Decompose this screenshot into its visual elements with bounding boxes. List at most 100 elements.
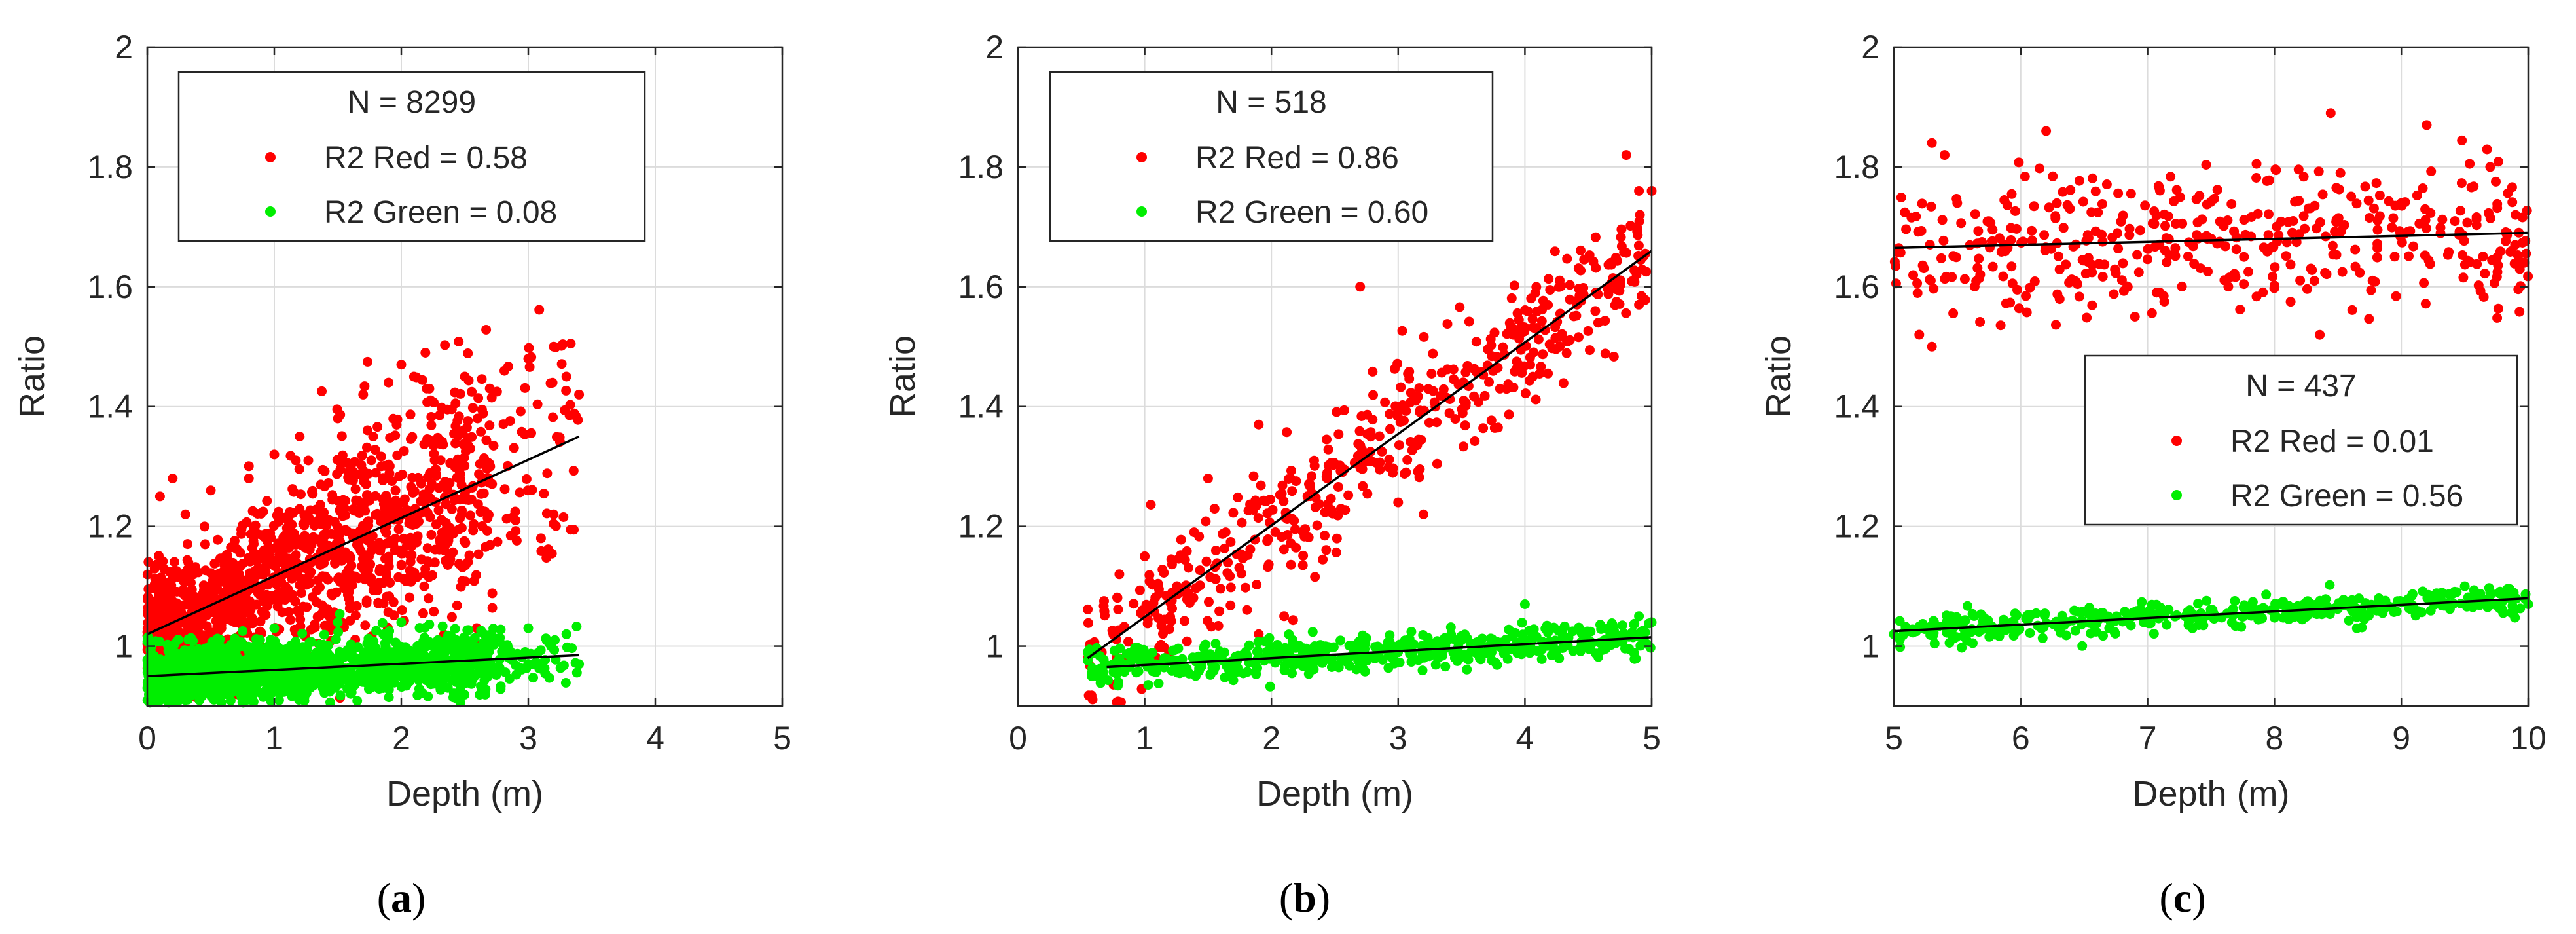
data-point (517, 664, 527, 675)
data-point (331, 587, 342, 597)
data-point (1297, 560, 1308, 570)
data-point (1445, 622, 1456, 633)
data-point (1134, 585, 1145, 595)
data-point (1559, 621, 1570, 631)
data-point (1236, 569, 1246, 579)
data-point (429, 455, 440, 466)
data-point (2288, 216, 2298, 226)
data-point (2170, 251, 2181, 261)
data-point (1925, 274, 1935, 285)
data-point (2357, 622, 2367, 633)
data-point (154, 679, 164, 689)
data-point (213, 534, 223, 545)
data-point (319, 531, 330, 541)
data-point (2010, 206, 2020, 216)
data-point (1927, 341, 1937, 352)
data-point (1241, 582, 1250, 593)
data-point (2334, 184, 2344, 195)
data-point (1277, 480, 1288, 491)
data-point (534, 663, 545, 673)
data-point (1113, 677, 1123, 687)
data-point (460, 690, 470, 700)
data-point (2351, 198, 2362, 209)
data-point (463, 348, 473, 358)
data-point (433, 432, 443, 443)
y-tick-label: 1 (1861, 628, 1879, 665)
data-point (1936, 253, 1946, 263)
data-point (2065, 185, 2076, 195)
data-point (477, 404, 487, 415)
y-tick-label: 1.8 (958, 149, 1004, 185)
data-point (1937, 215, 1948, 225)
data-point (454, 411, 464, 422)
data-point (2006, 261, 2017, 272)
data-point (183, 557, 194, 568)
data-point (2039, 610, 2050, 620)
data-point (1590, 232, 1601, 242)
data-point (317, 386, 327, 396)
data-point (2491, 176, 2501, 187)
data-point (2475, 286, 2486, 296)
data-point (1438, 384, 1449, 394)
data-point (1616, 224, 1627, 234)
data-point (1263, 562, 1273, 572)
data-point (467, 386, 477, 397)
data-point (1531, 394, 1541, 405)
data-point (407, 432, 418, 442)
data-point (335, 608, 345, 619)
data-point (215, 568, 225, 578)
data-point (169, 557, 179, 567)
data-point (372, 422, 383, 432)
data-point (1385, 409, 1395, 419)
data-point (2112, 228, 2122, 238)
data-point (1361, 633, 1371, 643)
data-point (520, 647, 530, 657)
data-point (574, 659, 585, 669)
data-point (1576, 245, 1586, 255)
data-point (1310, 572, 1320, 582)
data-point (464, 550, 475, 561)
data-point (335, 690, 346, 701)
data-point (2480, 269, 2490, 279)
data-point (340, 510, 350, 521)
data-point (417, 375, 427, 385)
x-tick-label: 5 (1885, 720, 1903, 757)
data-point (2335, 168, 2346, 178)
data-point (1401, 467, 1411, 477)
data-point (292, 605, 302, 616)
x-tick-label: 5 (1642, 720, 1661, 757)
data-point (343, 565, 354, 575)
data-point (252, 509, 263, 519)
data-point (405, 409, 416, 420)
data-point (1388, 463, 1398, 474)
data-point (366, 455, 376, 466)
data-point (303, 455, 314, 466)
data-point (172, 586, 182, 597)
data-point (481, 435, 492, 445)
data-point (1385, 424, 1395, 434)
data-point (1390, 401, 1401, 411)
data-point (460, 538, 471, 548)
data-point (541, 635, 552, 646)
data-point (2350, 244, 2361, 255)
data-point (1298, 550, 1309, 561)
data-point (202, 621, 212, 631)
data-point (458, 562, 467, 572)
data-point (405, 572, 415, 582)
data-point (2321, 231, 2331, 242)
data-point (511, 526, 521, 536)
data-point (2058, 223, 2069, 233)
data-point (1156, 639, 1166, 650)
data-point (556, 341, 567, 351)
data-point (2073, 607, 2082, 617)
data-point (437, 402, 446, 413)
data-point (1129, 645, 1139, 656)
data-point (1332, 533, 1342, 544)
data-point (266, 591, 277, 601)
data-point (1322, 434, 1332, 445)
data-point (1596, 624, 1606, 634)
data-point (358, 550, 369, 560)
data-point (153, 605, 164, 616)
data-point (1203, 474, 1213, 483)
